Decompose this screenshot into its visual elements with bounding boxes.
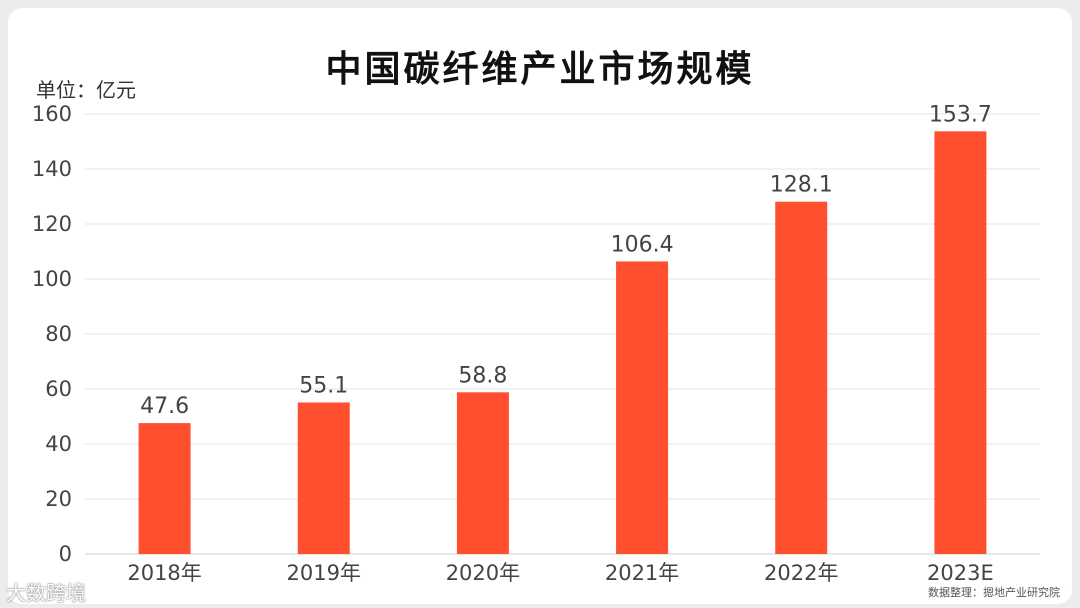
bar [616,261,669,554]
y-tick-label: 80 [45,322,72,346]
bar [138,423,191,554]
source-note: 数据整理：摁地产业研究院 [928,586,1060,599]
x-tick-label: 2018年 [127,561,201,585]
bar-value-label: 106.4 [611,232,674,257]
y-tick-label: 60 [45,377,72,401]
y-tick-label: 160 [32,102,72,126]
brand-watermark: 大数跨境 [6,581,86,605]
bar [297,402,350,554]
unit-label: 单位：亿元 [36,78,136,102]
y-tick-label: 100 [32,267,72,291]
x-tick-label: 2020年 [446,561,520,585]
y-tick-label: 120 [32,212,72,236]
y-tick-label: 20 [45,487,72,511]
x-tick-label: 2023E [927,561,994,585]
chart-title: 中国碳纤维产业市场规模 [325,49,755,90]
bar [456,392,509,554]
bar-value-label: 128.1 [770,173,833,198]
bar-value-label: 55.1 [299,373,348,398]
y-tick-label: 40 [45,432,72,456]
bar-value-label: 47.6 [140,394,189,419]
x-tick-label: 2022年 [764,561,838,585]
bar-value-label: 153.7 [929,102,992,127]
y-tick-label: 0 [59,542,72,566]
x-tick-label: 2021年 [605,561,679,585]
y-tick-label: 140 [32,157,72,181]
bar [775,201,828,554]
bar [934,131,987,554]
bar-value-label: 58.8 [458,363,507,388]
x-tick-label: 2019年 [287,561,361,585]
